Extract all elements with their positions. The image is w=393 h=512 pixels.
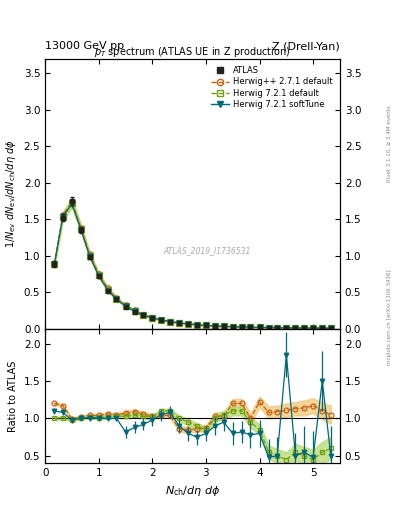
- Legend: ATLAS, Herwig++ 2.7.1 default, Herwig 7.2.1 default, Herwig 7.2.1 softTune: ATLAS, Herwig++ 2.7.1 default, Herwig 7.…: [208, 63, 336, 112]
- Text: 13000 GeV pp: 13000 GeV pp: [45, 41, 124, 51]
- Text: ATLAS_2019_I1736531: ATLAS_2019_I1736531: [163, 246, 251, 255]
- X-axis label: $N_\mathrm{ch}/d\eta\ d\phi$: $N_\mathrm{ch}/d\eta\ d\phi$: [165, 484, 220, 498]
- Y-axis label: Ratio to ATLAS: Ratio to ATLAS: [8, 360, 18, 432]
- Text: Rivet 3.1.10, ≥ 3.4M events: Rivet 3.1.10, ≥ 3.4M events: [387, 105, 392, 182]
- Text: mcplots.cern.ch [arXiv:1306.3436]: mcplots.cern.ch [arXiv:1306.3436]: [387, 270, 392, 365]
- Text: Z (Drell-Yan): Z (Drell-Yan): [272, 41, 340, 51]
- Title: $p_T$ spectrum (ATLAS UE in Z production): $p_T$ spectrum (ATLAS UE in Z production…: [94, 45, 291, 59]
- Y-axis label: $1/N_\mathrm{ev}\ dN_\mathrm{ev}/dN_\mathrm{ch}/d\eta\ d\phi$: $1/N_\mathrm{ev}\ dN_\mathrm{ev}/dN_\mat…: [4, 139, 18, 248]
